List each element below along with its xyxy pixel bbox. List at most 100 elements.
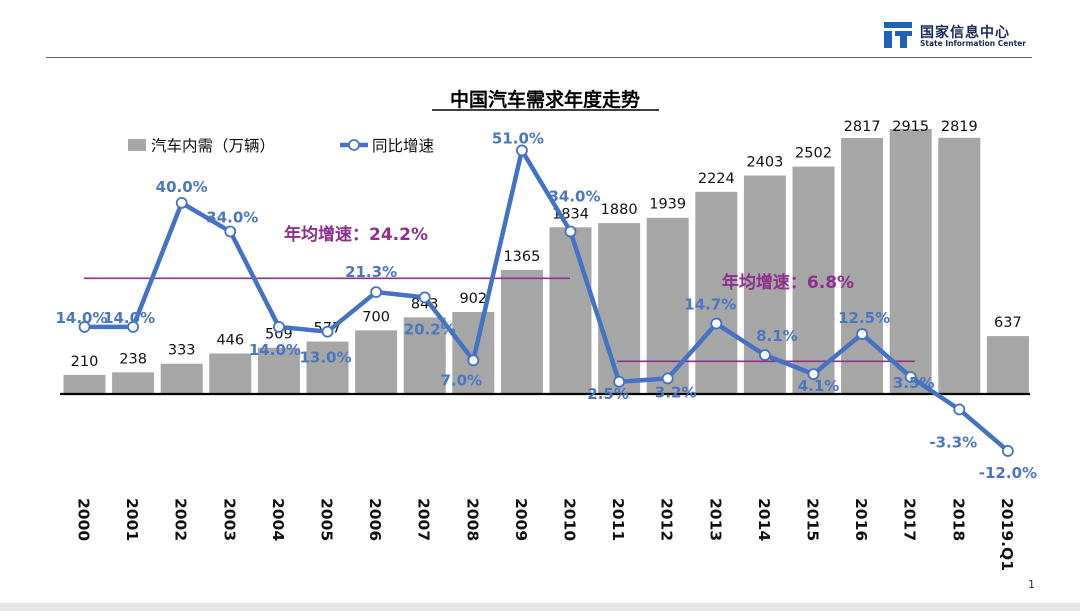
page-number: 1 <box>1028 578 1035 591</box>
growth-label-2012: 3.2% <box>655 383 697 401</box>
bar-label-2011: 1880 <box>601 202 638 218</box>
bar-label-2003: 446 <box>216 332 244 348</box>
bar-label-2014: 2403 <box>746 155 783 171</box>
bar-2013 <box>695 191 738 394</box>
bar-label-2002: 333 <box>168 343 196 359</box>
bar-2018 <box>938 137 981 394</box>
legend-line-label: 同比增速 <box>372 137 434 155</box>
growth-point-2000 <box>78 321 91 333</box>
bar-label-2013: 2224 <box>698 171 735 187</box>
org-name-cn: 国家信息中心 <box>920 25 1010 41</box>
bar-2009 <box>500 269 543 394</box>
bar-label-2019.Q1: 637 <box>994 315 1022 331</box>
growth-point-2009 <box>516 144 528 157</box>
growth-label-2016: 12.5% <box>838 309 890 327</box>
footer-bar <box>0 603 1080 611</box>
x-tick-2006: 2006 <box>366 498 384 541</box>
growth-label-2005: 13.0% <box>299 349 351 367</box>
state-information-center-logo-icon <box>884 22 912 48</box>
bar-label-2004: 509 <box>265 327 293 343</box>
x-tick-2015: 2015 <box>804 498 822 541</box>
growth-label-2018: -3.3% <box>929 433 977 451</box>
bar-label-2012: 1939 <box>649 197 686 213</box>
bar-2006 <box>355 330 398 394</box>
bar-label-2016: 2817 <box>844 119 881 135</box>
growth-point-2014 <box>759 349 771 361</box>
growth-point-2003 <box>224 225 237 238</box>
growth-label-2007: 20.2% <box>404 320 456 338</box>
growth-label-2000: 14.0% <box>55 309 107 327</box>
growth-label-2014: 8.1% <box>756 327 798 345</box>
x-tick-2010: 2010 <box>561 498 579 541</box>
legend-bar-label: 汽车内需（万辆） <box>151 137 275 155</box>
x-tick-2005: 2005 <box>318 498 336 541</box>
header-divider <box>46 57 1032 58</box>
bar-2012 <box>646 217 689 394</box>
bar-2004 <box>257 347 300 394</box>
x-tick-2017: 2017 <box>901 498 919 541</box>
x-tick-2003: 2003 <box>220 498 238 541</box>
bar-label-2017: 2915 <box>892 119 929 135</box>
bar-label-2008: 902 <box>459 291 487 307</box>
legend-bar-swatch <box>128 139 146 151</box>
growth-label-2003: 34.0% <box>206 209 258 227</box>
legend-line-marker <box>348 139 360 151</box>
growth-label-2002: 40.0% <box>156 178 208 196</box>
growth-label-2010: 34.0% <box>548 188 600 206</box>
org-name-en: State Information Center <box>920 39 1027 48</box>
growth-point-2015 <box>807 368 820 381</box>
growth-point-2006 <box>370 286 383 298</box>
bar-label-2001: 238 <box>119 351 147 367</box>
bar-label-2018: 2819 <box>941 119 978 135</box>
growth-label-2013: 14.7% <box>684 296 736 314</box>
bar-2002 <box>160 363 203 394</box>
avg-growth-text-1: 年均增速：24.2% <box>284 224 428 245</box>
bar-2011 <box>598 223 641 394</box>
x-tick-2009: 2009 <box>512 498 530 541</box>
x-tick-2004: 2004 <box>269 498 287 541</box>
x-tick-2011: 2011 <box>609 498 627 541</box>
x-tick-2002: 2002 <box>172 498 190 541</box>
bar-2017 <box>889 129 932 395</box>
growth-point-2001 <box>127 321 140 333</box>
bar-label-2009: 1365 <box>503 249 540 265</box>
growth-point-2002 <box>175 196 188 209</box>
bar-2001 <box>112 372 155 394</box>
growth-label-2011: 2.5% <box>587 385 629 403</box>
growth-label-2019.Q1: -12.0% <box>979 464 1037 482</box>
bar-label-2000: 210 <box>71 354 99 370</box>
growth-point-2007 <box>418 291 431 304</box>
growth-label-2004: 14.0% <box>249 341 301 359</box>
x-tick-2016: 2016 <box>852 498 870 541</box>
growth-point-2004 <box>272 321 285 333</box>
bar-2010 <box>549 227 592 394</box>
avg-growth-text-2: 年均增速：6.8% <box>722 272 854 293</box>
growth-label-2015: 4.1% <box>798 377 840 395</box>
bar-2007 <box>403 317 446 394</box>
x-tick-2013: 2013 <box>706 498 724 541</box>
bar-label-2015: 2502 <box>795 146 832 162</box>
bar-2016 <box>841 137 884 394</box>
growth-label-2009: 51.0% <box>492 129 544 147</box>
x-tick-2001: 2001 <box>123 498 141 541</box>
growth-point-2008 <box>467 354 480 367</box>
growth-label-2008: 7.0% <box>440 371 482 389</box>
x-tick-2007: 2007 <box>415 498 433 541</box>
x-tick-2019.Q1: 2019.Q1 <box>998 498 1016 571</box>
x-tick-2014: 2014 <box>755 498 773 541</box>
growth-point-2011 <box>613 375 625 388</box>
growth-point-2013 <box>710 317 723 330</box>
x-tick-2000: 2000 <box>75 498 93 541</box>
bar-label-2006: 700 <box>362 309 390 325</box>
bar-2005 <box>306 341 349 394</box>
growth-point-2005 <box>321 325 334 338</box>
chart-title: 中国汽车需求年度走势 <box>450 88 640 111</box>
x-tick-2012: 2012 <box>658 498 676 541</box>
growth-point-2012 <box>661 372 674 385</box>
growth-point-2018 <box>953 403 966 416</box>
growth-label-2017: 3.5% <box>893 374 935 392</box>
bar-2019.Q1 <box>986 336 1029 394</box>
bar-2015 <box>792 166 835 394</box>
